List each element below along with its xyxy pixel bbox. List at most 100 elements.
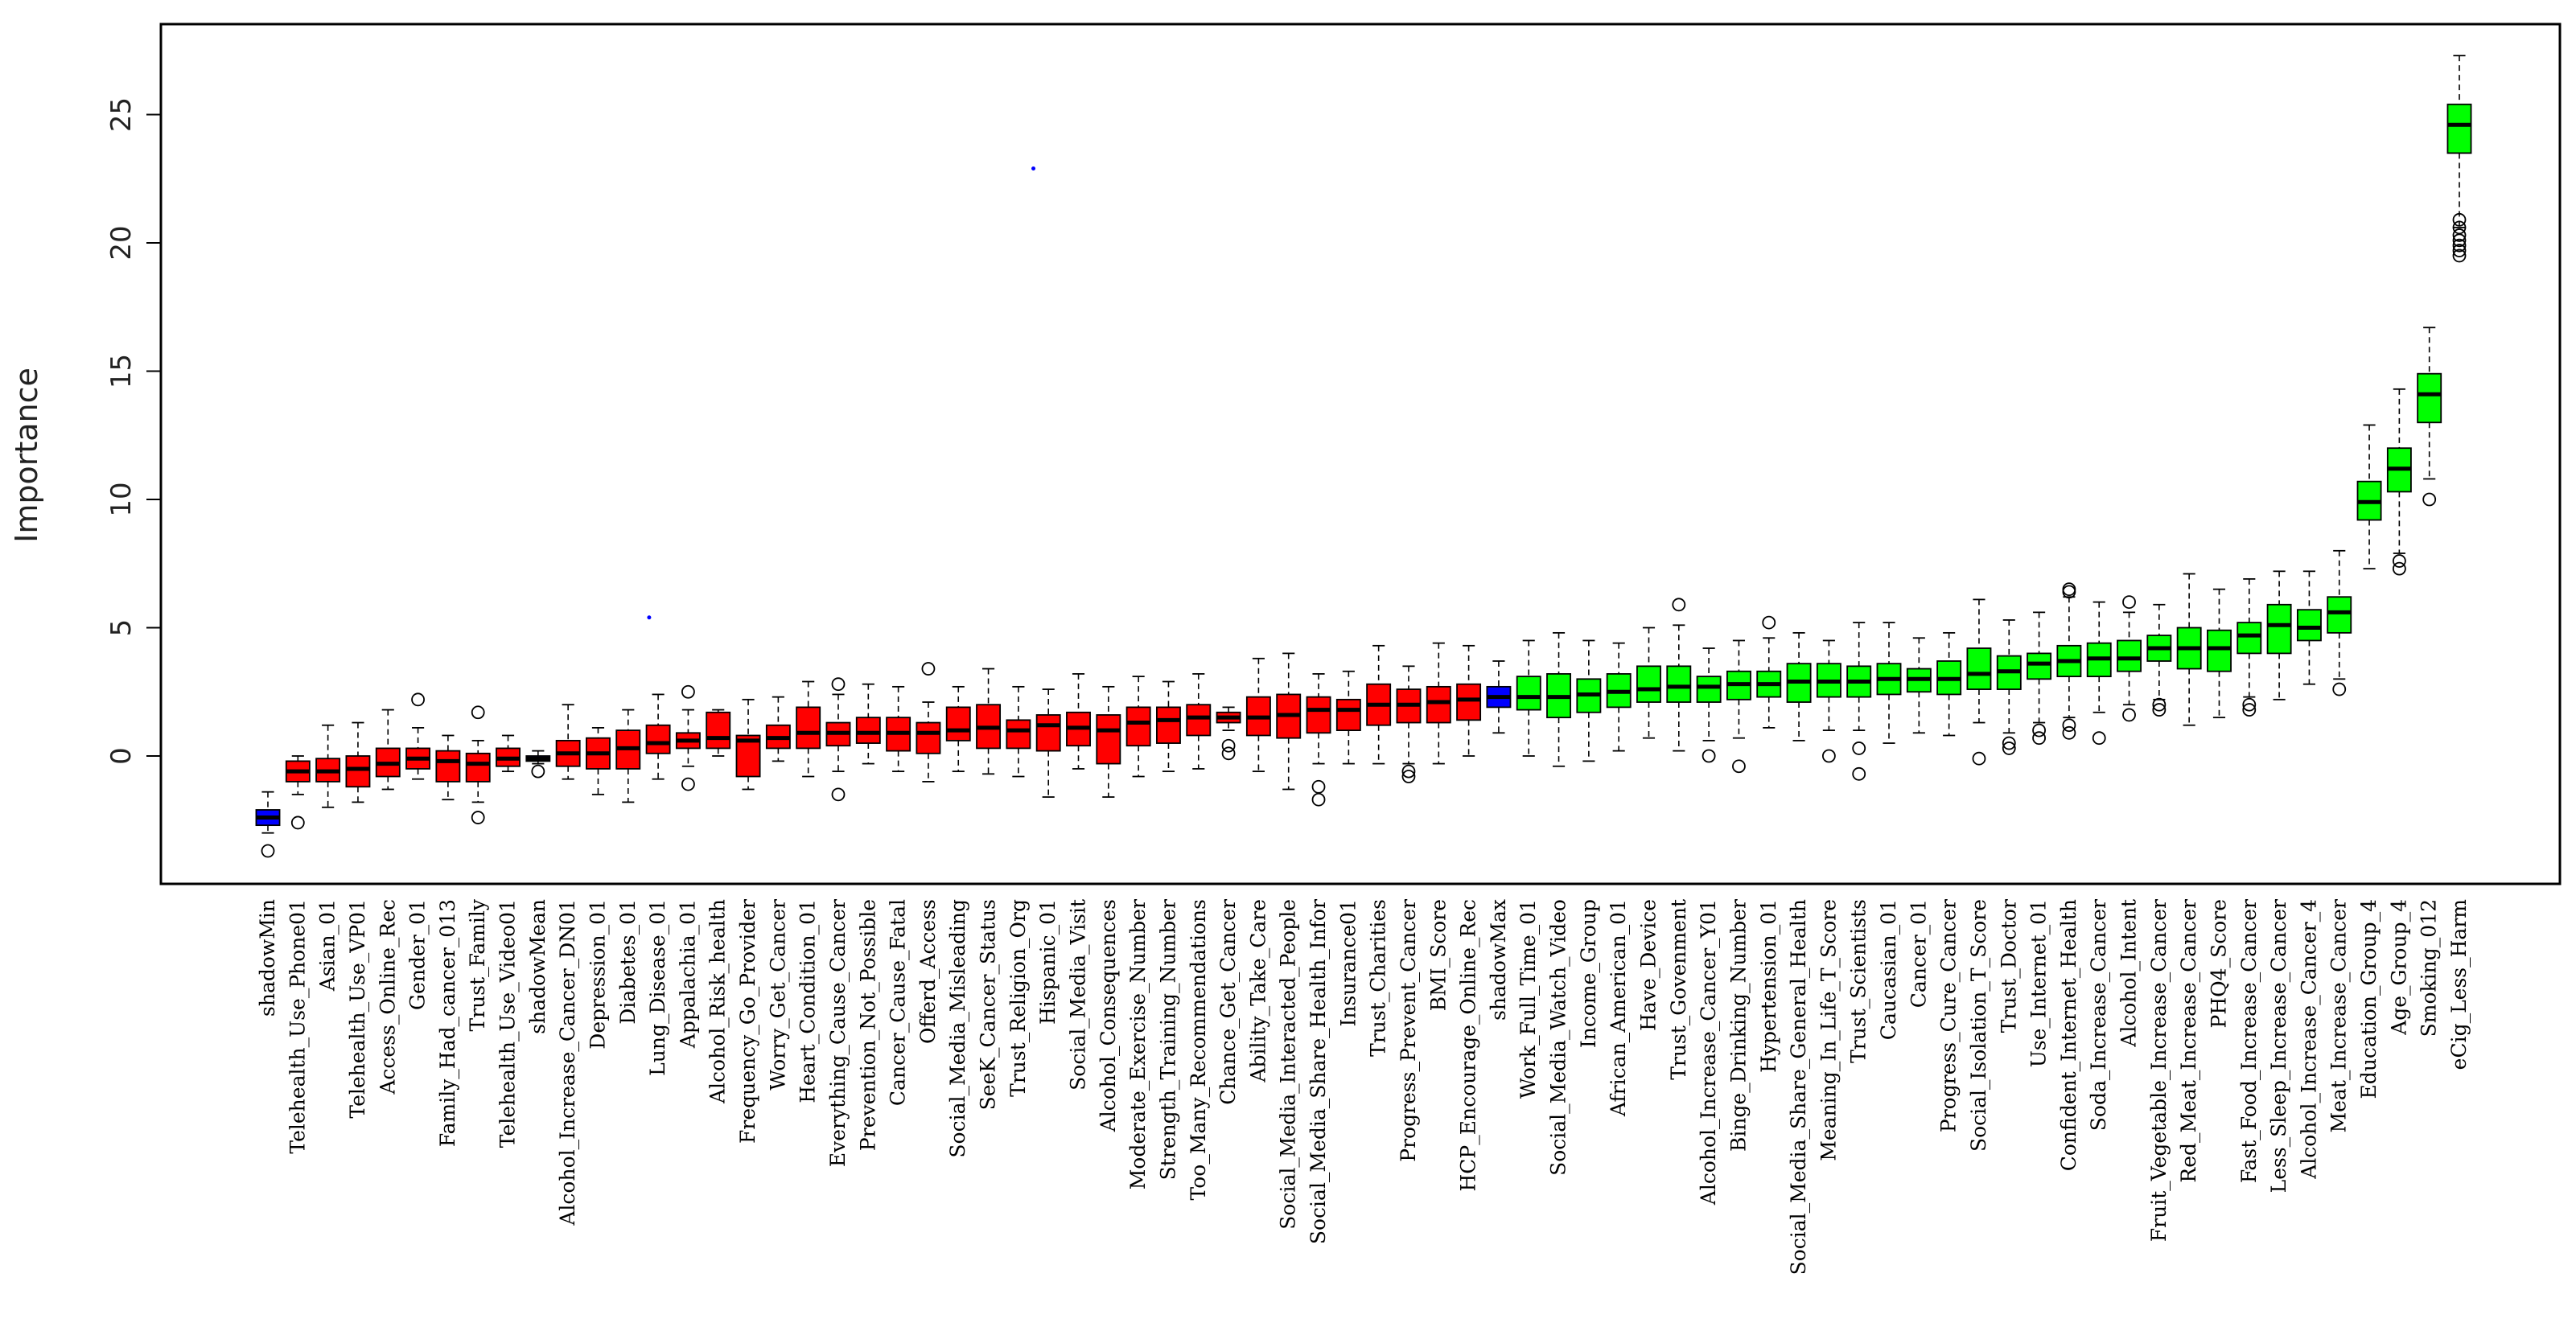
x-tick-label: Age_Group_4 <box>2387 899 2410 1036</box>
x-tick-label: Binge_Drinking_Number <box>1726 899 1750 1152</box>
outlier-point <box>2062 585 2076 599</box>
outlier-point <box>2452 220 2467 235</box>
x-tick-label: Depression_01 <box>586 899 609 1050</box>
outlier-point <box>2122 595 2136 609</box>
y-tick-label: 10 <box>105 482 138 516</box>
box-Use_Internet_01 <box>2027 652 2052 680</box>
stray-point <box>647 615 652 620</box>
outlier-point <box>2452 228 2467 242</box>
box-Work_Full_Time_01 <box>1516 676 1541 711</box>
x-tick-label: Social_Media_Share_Health_Infor <box>1307 899 1330 1244</box>
box-Lung_Disease_01 <box>645 724 671 754</box>
y-tick-label: 0 <box>105 747 138 765</box>
x-axis-labels: shadowMin Telehealth_Use_Phone01 Asian_01 T… <box>256 898 2471 1275</box>
outlier-point <box>2122 708 2136 722</box>
x-tick-label: Alcohol_Increase_Cancer_Y01 <box>1697 899 1720 1206</box>
outlier-point <box>2452 233 2467 248</box>
outlier-point <box>1762 615 1776 630</box>
x-tick-label: Meat_Increase_Cancer <box>2327 899 2351 1133</box>
x-tick-label: Strength_Training_Number <box>1156 899 1179 1180</box>
x-tick-label: HCP_Encourage_Online_Rec <box>1457 899 1480 1192</box>
x-tick-label: Cancer_01 <box>1907 899 1930 1008</box>
x-tick-label: Gender_01 <box>406 899 430 1010</box>
x-tick-label: Everything_Cause_Cancer <box>826 899 850 1167</box>
outlier-point <box>1311 792 1326 807</box>
box-Smoking_012 <box>2417 372 2442 424</box>
x-tick-label: eCig_Less_Harm <box>2447 899 2471 1070</box>
x-tick-label: shadowMax <box>1487 899 1510 1021</box>
outlier-point <box>471 705 485 720</box>
x-tick-label: Red_Meat_Increase_Cancer <box>2177 899 2200 1183</box>
x-tick-label: shadowMin <box>256 899 279 1017</box>
x-tick-label: Education_Group_4 <box>2357 899 2381 1099</box>
box-Fast_Food_Increase_Cancer <box>2237 622 2262 655</box>
box-Trust_Family <box>465 752 491 783</box>
outlier-point <box>2062 725 2076 740</box>
x-tick-label: Social_Media_Interacted_People <box>1277 899 1300 1230</box>
x-tick-label: Trust_Religion_Org <box>1006 899 1030 1097</box>
outlier-point <box>2152 703 2167 717</box>
x-tick-label: Soda_Increase_Cancer <box>2087 899 2110 1131</box>
plot-frame <box>159 23 2562 885</box>
y-tick-label: 25 <box>105 97 138 132</box>
box-Family_Had_cancer_013 <box>435 750 461 783</box>
box-Moderate_Exercise_Number <box>1125 706 1151 747</box>
box-HCP_Encourage_Online_Rec <box>1456 683 1482 721</box>
outlier-point <box>2392 554 2406 568</box>
outlier-point <box>1852 742 1866 755</box>
x-tick-label: Worry_Get_Cancer <box>766 899 789 1091</box>
x-tick-label: Caucasian_01 <box>1877 899 1900 1040</box>
outlier-point <box>2242 703 2257 717</box>
outlier-point <box>2062 718 2076 733</box>
outlier-point <box>471 811 485 824</box>
outlier-point <box>290 816 305 830</box>
box-Trust_Religion_Org <box>1006 719 1031 750</box>
x-tick-label: Confident_Internet_Health <box>2057 899 2080 1171</box>
x-tick-label: Trust_Family <box>466 898 489 1031</box>
x-tick-label: Trust_Doctor <box>1997 899 2020 1033</box>
box-eCig_Less_Harm <box>2446 103 2472 154</box>
outlier-point <box>1852 766 1866 781</box>
outlier-point <box>2452 244 2467 257</box>
outlier-point <box>1401 764 1416 779</box>
box-Social_Isolation_T_Score <box>1966 647 1992 690</box>
outlier-point <box>411 692 425 707</box>
outlier-point <box>2002 742 2016 755</box>
x-tick-label: Cancer_Cause_Fatal <box>887 899 910 1106</box>
x-tick-label: Telehealth_Use_VP01 <box>346 899 369 1119</box>
outlier-point <box>1972 751 1986 766</box>
x-tick-label: Alcohol_Risk_health <box>706 899 730 1104</box>
x-tick-label: African_American_01 <box>1607 899 1630 1117</box>
x-tick-label: Social_Media_Misleading <box>946 899 969 1158</box>
box-Alcohol_Increase_Cancer_4 <box>2296 609 2322 642</box>
x-tick-label: Social_Isolation_T_Score <box>1967 899 1990 1152</box>
x-tick-label: Frequency_Go_Provider <box>736 899 759 1144</box>
x-tick-label: Hypertension_01 <box>1757 899 1780 1073</box>
x-tick-label: Trust_Scientists <box>1847 899 1870 1063</box>
x-tick-label: Telehealth_Use_Video01 <box>496 899 520 1148</box>
y-tick-label: 20 <box>105 225 138 260</box>
x-tick-label: Too_Many_Recommendations <box>1187 899 1210 1200</box>
x-tick-label: Trust_Charities <box>1367 899 1390 1057</box>
x-tick-label: Income_Group <box>1577 899 1600 1048</box>
box-Prevention_Not_Possible <box>855 717 881 744</box>
x-tick-label: Fruit_Vegetable_Increase_Cancer <box>2147 899 2171 1242</box>
box-Too_Many_Recommendations <box>1186 704 1212 737</box>
x-tick-label: Access_Online_Rec <box>376 899 399 1095</box>
x-tick-label: Offerd_Access <box>916 899 940 1044</box>
outlier-point <box>1221 746 1236 761</box>
x-tick-label: Appalachia_01 <box>676 899 699 1049</box>
box-Alcohol_Consequences <box>1096 714 1121 765</box>
box-Telehealth_Use_VP01 <box>345 755 371 788</box>
x-tick-label: Trust_Govenment <box>1667 899 1690 1080</box>
y-axis: 0 5 10 15 20 25 <box>105 97 162 765</box>
box-Alcohol_Increase_Cancer_Y01 <box>1696 676 1722 703</box>
x-tick-label: Progress_Prevent_Cancer <box>1397 899 1420 1162</box>
y-axis-label: Importance <box>9 368 44 543</box>
x-tick-label: Insurance01 <box>1336 899 1360 1026</box>
outlier-point <box>2032 723 2046 737</box>
outlier-point <box>831 787 846 802</box>
x-tick-label: Prevention_Not_Possible <box>856 899 879 1151</box>
x-tick-label: Less_Sleep_Increase_Cancer <box>2267 899 2290 1193</box>
